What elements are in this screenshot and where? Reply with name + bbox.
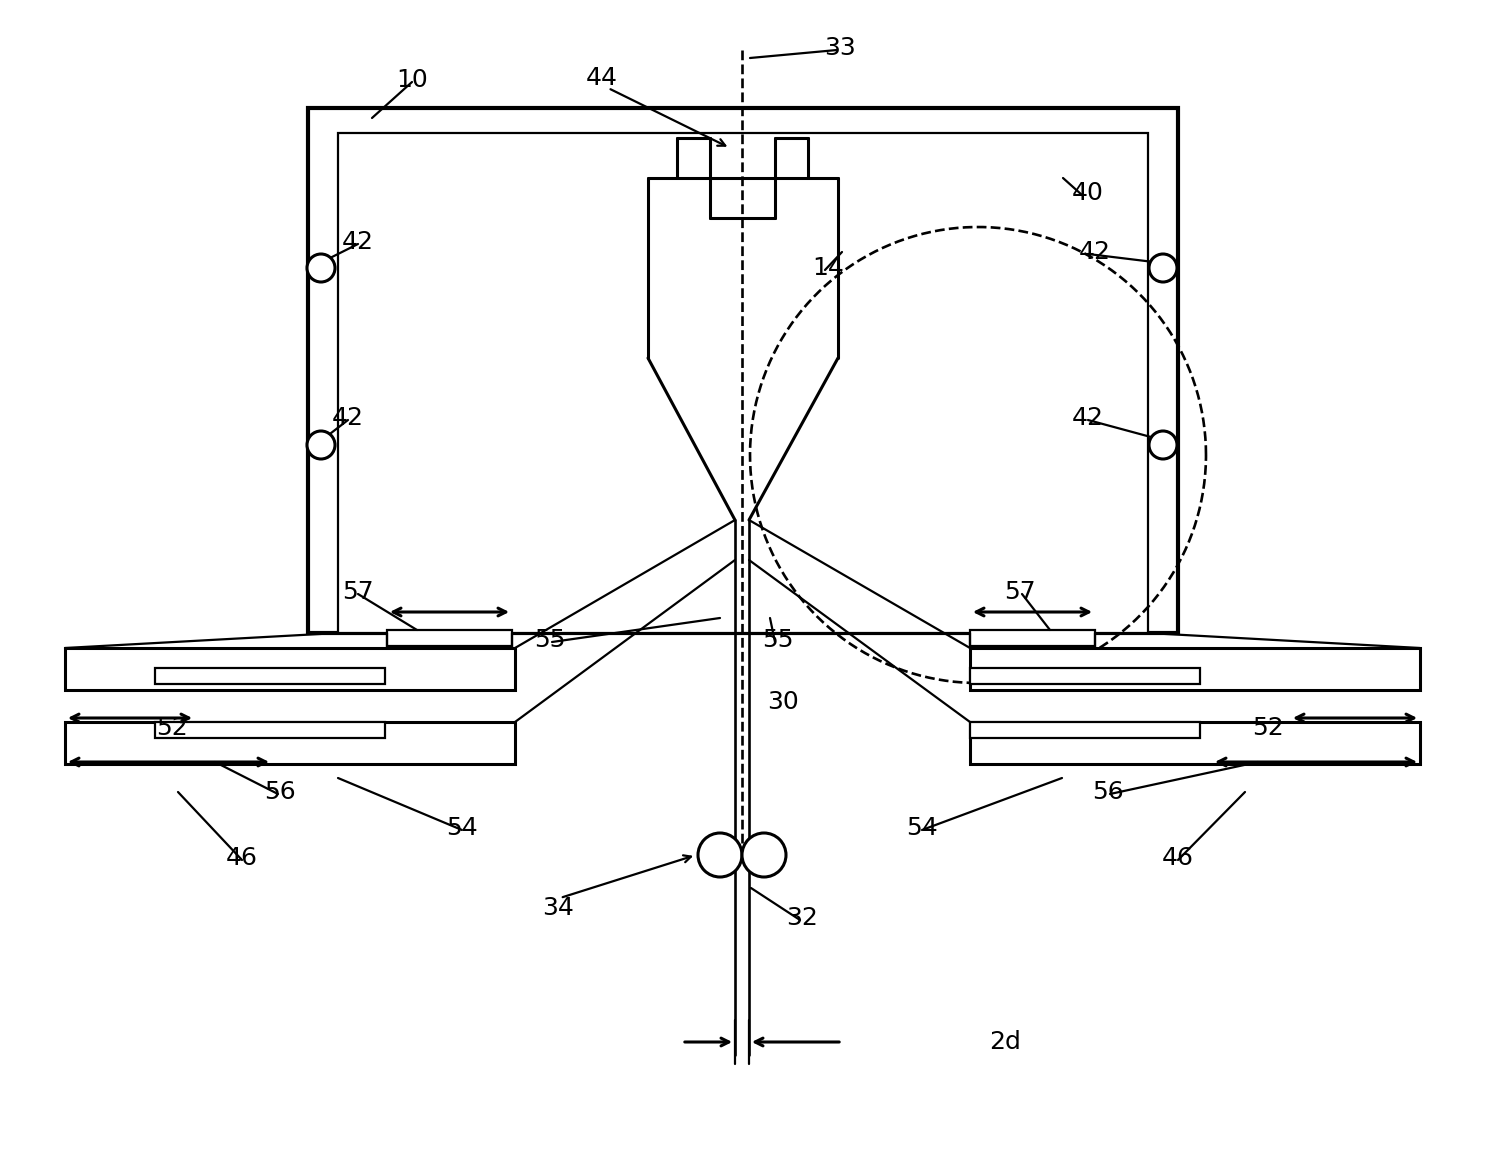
Bar xyxy=(65,648,515,690)
Text: 55: 55 xyxy=(535,628,566,652)
Text: 46: 46 xyxy=(226,846,258,870)
Text: 42: 42 xyxy=(1080,240,1111,264)
Text: 30: 30 xyxy=(768,690,799,714)
Bar xyxy=(154,668,385,684)
Text: 54: 54 xyxy=(446,816,478,840)
Text: 57: 57 xyxy=(1004,580,1037,603)
Circle shape xyxy=(1149,431,1178,459)
Text: 2d: 2d xyxy=(989,1030,1022,1054)
Bar xyxy=(388,630,512,647)
Bar xyxy=(970,722,1420,764)
Text: 44: 44 xyxy=(587,66,618,90)
Text: 42: 42 xyxy=(333,405,364,430)
Bar xyxy=(339,133,1148,633)
Text: 42: 42 xyxy=(1072,405,1103,430)
Bar xyxy=(307,108,1178,633)
Text: 54: 54 xyxy=(906,816,939,840)
Text: 52: 52 xyxy=(156,716,189,740)
Bar xyxy=(970,668,1200,684)
Bar xyxy=(970,630,1094,647)
Text: 52: 52 xyxy=(1252,716,1285,740)
Text: 40: 40 xyxy=(1072,181,1103,205)
Text: 32: 32 xyxy=(786,906,818,930)
Circle shape xyxy=(698,833,742,877)
Bar xyxy=(970,648,1420,690)
Circle shape xyxy=(742,833,786,877)
Text: 46: 46 xyxy=(1161,846,1194,870)
Text: 10: 10 xyxy=(396,68,428,92)
Text: 34: 34 xyxy=(542,896,573,920)
Text: 55: 55 xyxy=(762,628,794,652)
Circle shape xyxy=(307,254,336,282)
Text: 14: 14 xyxy=(812,256,843,280)
Bar xyxy=(65,722,515,764)
Text: 56: 56 xyxy=(1091,781,1124,804)
Text: 56: 56 xyxy=(264,781,296,804)
Text: 57: 57 xyxy=(342,580,374,603)
Circle shape xyxy=(307,431,336,459)
Bar xyxy=(970,722,1200,737)
Text: 42: 42 xyxy=(342,230,374,254)
Circle shape xyxy=(1149,254,1178,282)
Bar xyxy=(154,722,385,737)
Text: 33: 33 xyxy=(824,36,855,61)
